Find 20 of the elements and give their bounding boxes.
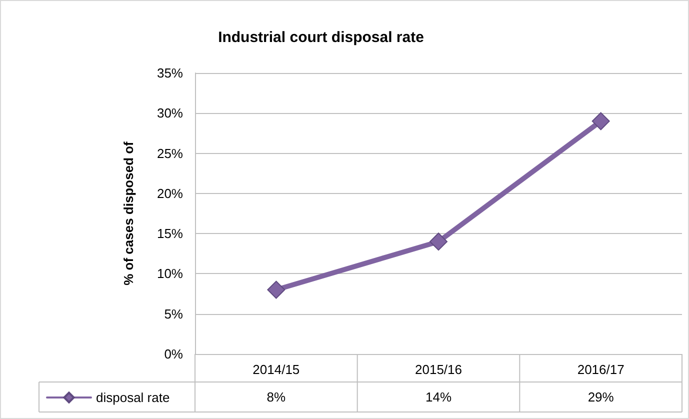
y-tick-label: 10% xyxy=(156,266,184,282)
data-label: 14% xyxy=(425,390,452,404)
y-tick-label: 35% xyxy=(156,66,184,80)
x-tick-label: 2015/16 xyxy=(415,362,462,377)
y-tick-label: 20% xyxy=(156,186,184,201)
y-tick-label: 5% xyxy=(164,306,184,322)
chart-title: Industrial court disposal rate xyxy=(218,29,424,46)
y-tick-label: 0% xyxy=(164,346,184,362)
legend-label: disposal rate xyxy=(96,390,170,405)
point xyxy=(592,112,610,130)
point xyxy=(267,280,286,299)
data-label: 8% xyxy=(266,390,286,404)
y-tick-label: 15% xyxy=(156,226,184,242)
x-tick-label: 2014/15 xyxy=(252,362,300,377)
y-tick-label: 30% xyxy=(156,106,184,121)
y-axis-title: % of cases disposed of xyxy=(121,140,136,286)
data-label: 29% xyxy=(588,390,614,404)
point xyxy=(430,232,448,251)
y-tick-label: 25% xyxy=(156,146,184,161)
x-tick-label: 2016/17 xyxy=(577,362,624,377)
